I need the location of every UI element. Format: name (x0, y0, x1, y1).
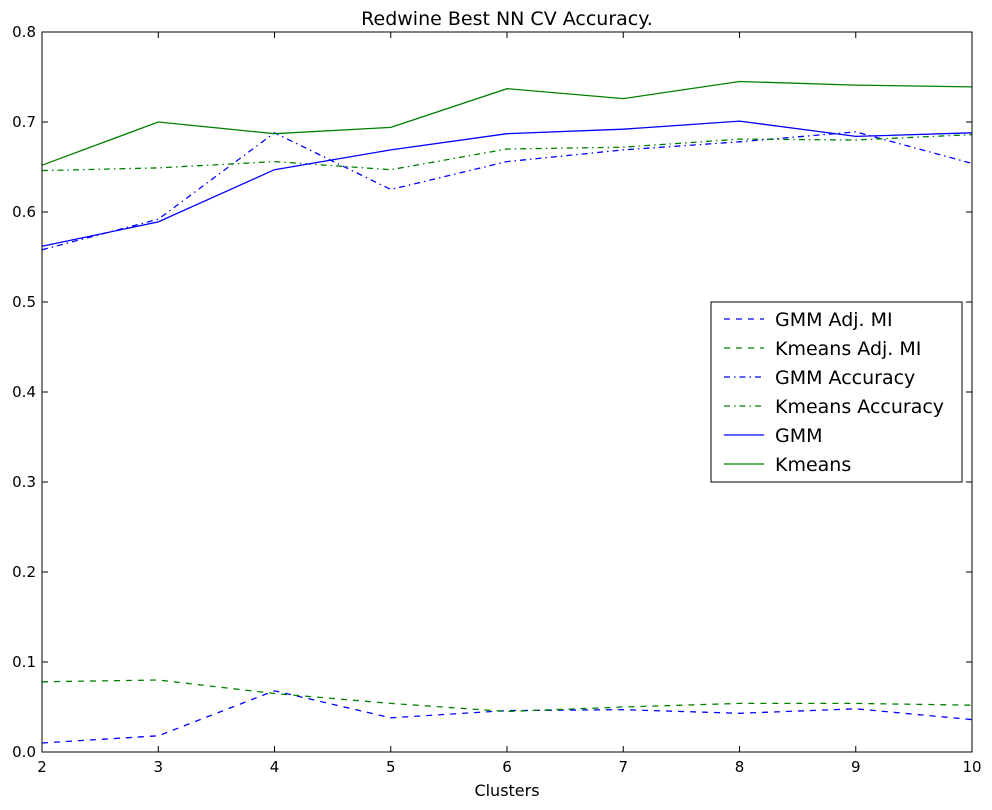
y-tick-label: 0.4 (12, 383, 36, 401)
legend-label: Kmeans (775, 454, 851, 476)
legend-box (710, 301, 963, 483)
x-axis-label: Clusters (474, 781, 539, 800)
legend: GMM Adj. MI Kmeans Adj. MI GMM Accuracy Kme… (710, 301, 963, 483)
y-tick-label: 0.7 (12, 113, 36, 131)
x-tick-label: 9 (851, 758, 861, 776)
series-line-gmm-adj-mi (41, 690, 973, 744)
series-line-gmm-accuracy (41, 131, 973, 251)
x-tick-label: 10 (962, 758, 981, 776)
x-tick-label: 8 (735, 758, 745, 776)
y-tick-label: 0.5 (12, 293, 36, 311)
x-tick-label: 4 (270, 758, 280, 776)
x-tick-label: 6 (502, 758, 512, 776)
legend-label: Kmeans Adj. MI (775, 338, 921, 360)
legend-label: GMM Accuracy (775, 367, 915, 389)
legend-label: GMM Adj. MI (775, 309, 893, 331)
x-tick-label: 2 (37, 758, 47, 776)
y-tick-label: 0.2 (12, 563, 36, 581)
x-tick-label: 5 (386, 758, 396, 776)
series-layer (41, 80, 973, 744)
y-tick-label: 0.1 (12, 653, 36, 671)
x-tick-label: 7 (618, 758, 628, 776)
y-tick-label: 0.0 (12, 743, 36, 761)
y-tick-label: 0.3 (12, 473, 36, 491)
series-line-kmeans-adj-mi (41, 679, 973, 713)
chart-title: Redwine Best NN CV Accuracy. (361, 8, 653, 30)
ticks-layer: 2 3 4 5 6 7 8 9 10 0.0 0.1 0.2 0.3 0.4 0.5 0.6 0.7 0.8 (12, 23, 981, 776)
x-tick-label: 3 (153, 758, 163, 776)
y-tick-label: 0.6 (12, 203, 36, 221)
legend-entries: GMM Adj. MI Kmeans Adj. MI GMM Accuracy Kme… (724, 309, 944, 476)
series-line-kmeans (41, 80, 973, 166)
legend-label: Kmeans Accuracy (775, 396, 944, 418)
y-tick-label: 0.8 (12, 23, 36, 41)
series-line-gmm (41, 120, 973, 247)
legend-label: GMM (775, 425, 823, 447)
series-line-kmeans-accuracy (41, 133, 973, 172)
